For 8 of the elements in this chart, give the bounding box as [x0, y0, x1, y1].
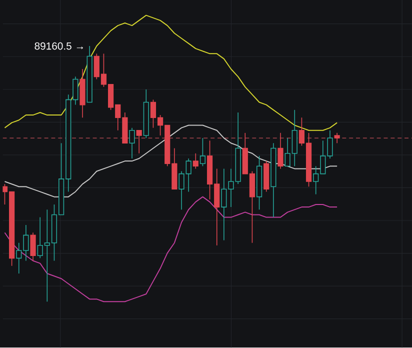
candlestick — [278, 132, 284, 170]
candlestick — [136, 130, 142, 154]
candlestick — [192, 153, 198, 170]
candlestick — [334, 132, 340, 144]
candlestick — [30, 232, 36, 262]
candlestick — [200, 138, 206, 167]
candlestick — [129, 128, 135, 160]
annotation: 89160.5 → — [34, 42, 83, 50]
